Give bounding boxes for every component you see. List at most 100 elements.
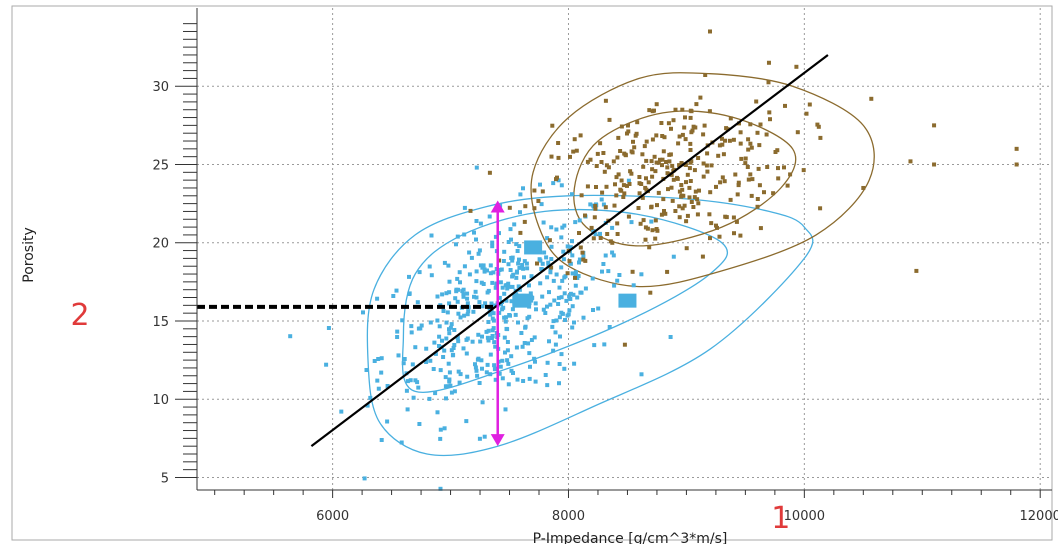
brown-point	[578, 245, 583, 250]
brown-point	[654, 102, 659, 107]
cyan-point	[419, 323, 424, 328]
brown-point	[644, 139, 649, 144]
brown-point	[627, 182, 632, 186]
cyan-point	[446, 263, 451, 268]
cyan-point	[570, 239, 574, 244]
cyan-point	[482, 269, 487, 274]
cyan-point	[486, 328, 491, 333]
cyan-point	[455, 299, 460, 304]
brown-point	[547, 238, 552, 243]
cyan-point	[435, 410, 440, 415]
cyan-point	[429, 273, 434, 278]
cyan-point	[541, 220, 546, 225]
cyan-point	[424, 360, 429, 364]
brown-point	[507, 205, 512, 210]
cyan-point	[396, 353, 401, 358]
brown-point	[626, 129, 631, 134]
cyan-point	[404, 388, 409, 393]
brown-point	[623, 152, 628, 157]
cyan-point	[610, 225, 615, 230]
cyan-point	[518, 210, 522, 215]
cyan-point	[462, 264, 467, 269]
brown-point	[766, 60, 771, 65]
brown-point	[818, 135, 823, 140]
brown-point	[721, 152, 726, 157]
cyan-point	[504, 326, 509, 331]
cyan-point	[553, 342, 558, 347]
brown-point	[636, 206, 641, 210]
cyan-point	[512, 222, 517, 227]
cyan-point	[442, 348, 447, 353]
cyan-point	[554, 318, 559, 323]
brown-point	[700, 254, 705, 259]
density-contour	[530, 72, 875, 288]
cyan-point	[538, 258, 543, 263]
brown-point	[666, 187, 670, 192]
cyan-point	[567, 308, 572, 313]
x-tick-label: 8000	[552, 509, 585, 524]
brown-point	[727, 138, 732, 143]
brown-point	[758, 122, 763, 127]
cyan-point	[473, 365, 478, 370]
brown-point	[776, 176, 781, 181]
cyan-point	[364, 368, 369, 372]
cyan-point	[451, 352, 456, 357]
cyan-point	[545, 360, 550, 365]
cyan-point	[447, 331, 452, 336]
cyan-point	[474, 237, 478, 242]
cyan-point	[603, 253, 608, 258]
cyan-point	[395, 329, 400, 334]
brown-point	[591, 236, 596, 241]
cyan-point	[488, 312, 493, 317]
brown-point	[758, 226, 763, 231]
cyan-point	[572, 320, 576, 325]
brown-point	[655, 203, 659, 208]
cyan-point	[461, 292, 466, 297]
cyan-point	[446, 361, 451, 366]
cyan-point	[375, 378, 380, 383]
cyan-point	[514, 275, 519, 280]
cyan-point	[590, 276, 595, 281]
cyan-point	[456, 311, 461, 316]
cyan-point	[549, 257, 554, 261]
brown-point	[704, 163, 709, 168]
brown-point	[718, 180, 723, 185]
cyan-point	[465, 291, 470, 296]
cyan-point	[518, 192, 523, 197]
cyan-point	[617, 273, 622, 277]
brown-point	[615, 155, 620, 160]
brown-point	[567, 259, 572, 264]
brown-point	[618, 187, 623, 192]
cyan-point	[428, 358, 433, 363]
cyan-point	[400, 318, 405, 323]
brown-point	[660, 134, 665, 138]
brown-point	[746, 137, 751, 142]
cyan-point	[479, 358, 484, 363]
cyan-point	[522, 341, 527, 345]
cyan-point	[476, 251, 481, 256]
brown-point	[720, 142, 725, 147]
cyan-point	[424, 346, 429, 351]
cyan-point	[570, 253, 575, 258]
brown-point	[677, 215, 682, 220]
brown-point	[667, 159, 672, 164]
cyan-point	[489, 301, 494, 306]
brown-point	[677, 189, 682, 194]
cyan-point	[375, 296, 380, 301]
cyan-point	[455, 335, 460, 340]
brown-point	[642, 144, 647, 149]
brown-point	[679, 183, 684, 187]
brown-point	[644, 158, 649, 163]
cyan-point	[538, 281, 543, 286]
cyan-point	[437, 334, 442, 339]
cyan-point	[519, 331, 524, 335]
cyan-point	[477, 248, 482, 253]
brown-point	[664, 160, 668, 164]
brown-point	[650, 109, 655, 114]
brown-point	[677, 204, 682, 209]
cyan-point	[566, 312, 571, 317]
brown-point	[585, 184, 590, 189]
brown-point	[736, 180, 741, 185]
brown-point	[650, 137, 655, 142]
brown-point	[701, 132, 706, 137]
